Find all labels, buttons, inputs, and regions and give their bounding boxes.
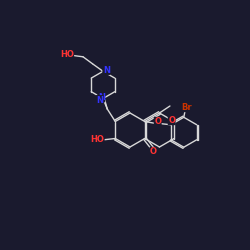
Text: O: O	[154, 117, 161, 126]
Text: O: O	[168, 116, 175, 125]
Text: N: N	[98, 93, 105, 102]
Text: HO: HO	[90, 134, 104, 143]
Text: O: O	[150, 147, 157, 156]
Text: N: N	[103, 66, 110, 74]
Text: Br: Br	[181, 103, 192, 112]
Text: N: N	[96, 96, 103, 104]
Text: HO: HO	[60, 50, 74, 59]
